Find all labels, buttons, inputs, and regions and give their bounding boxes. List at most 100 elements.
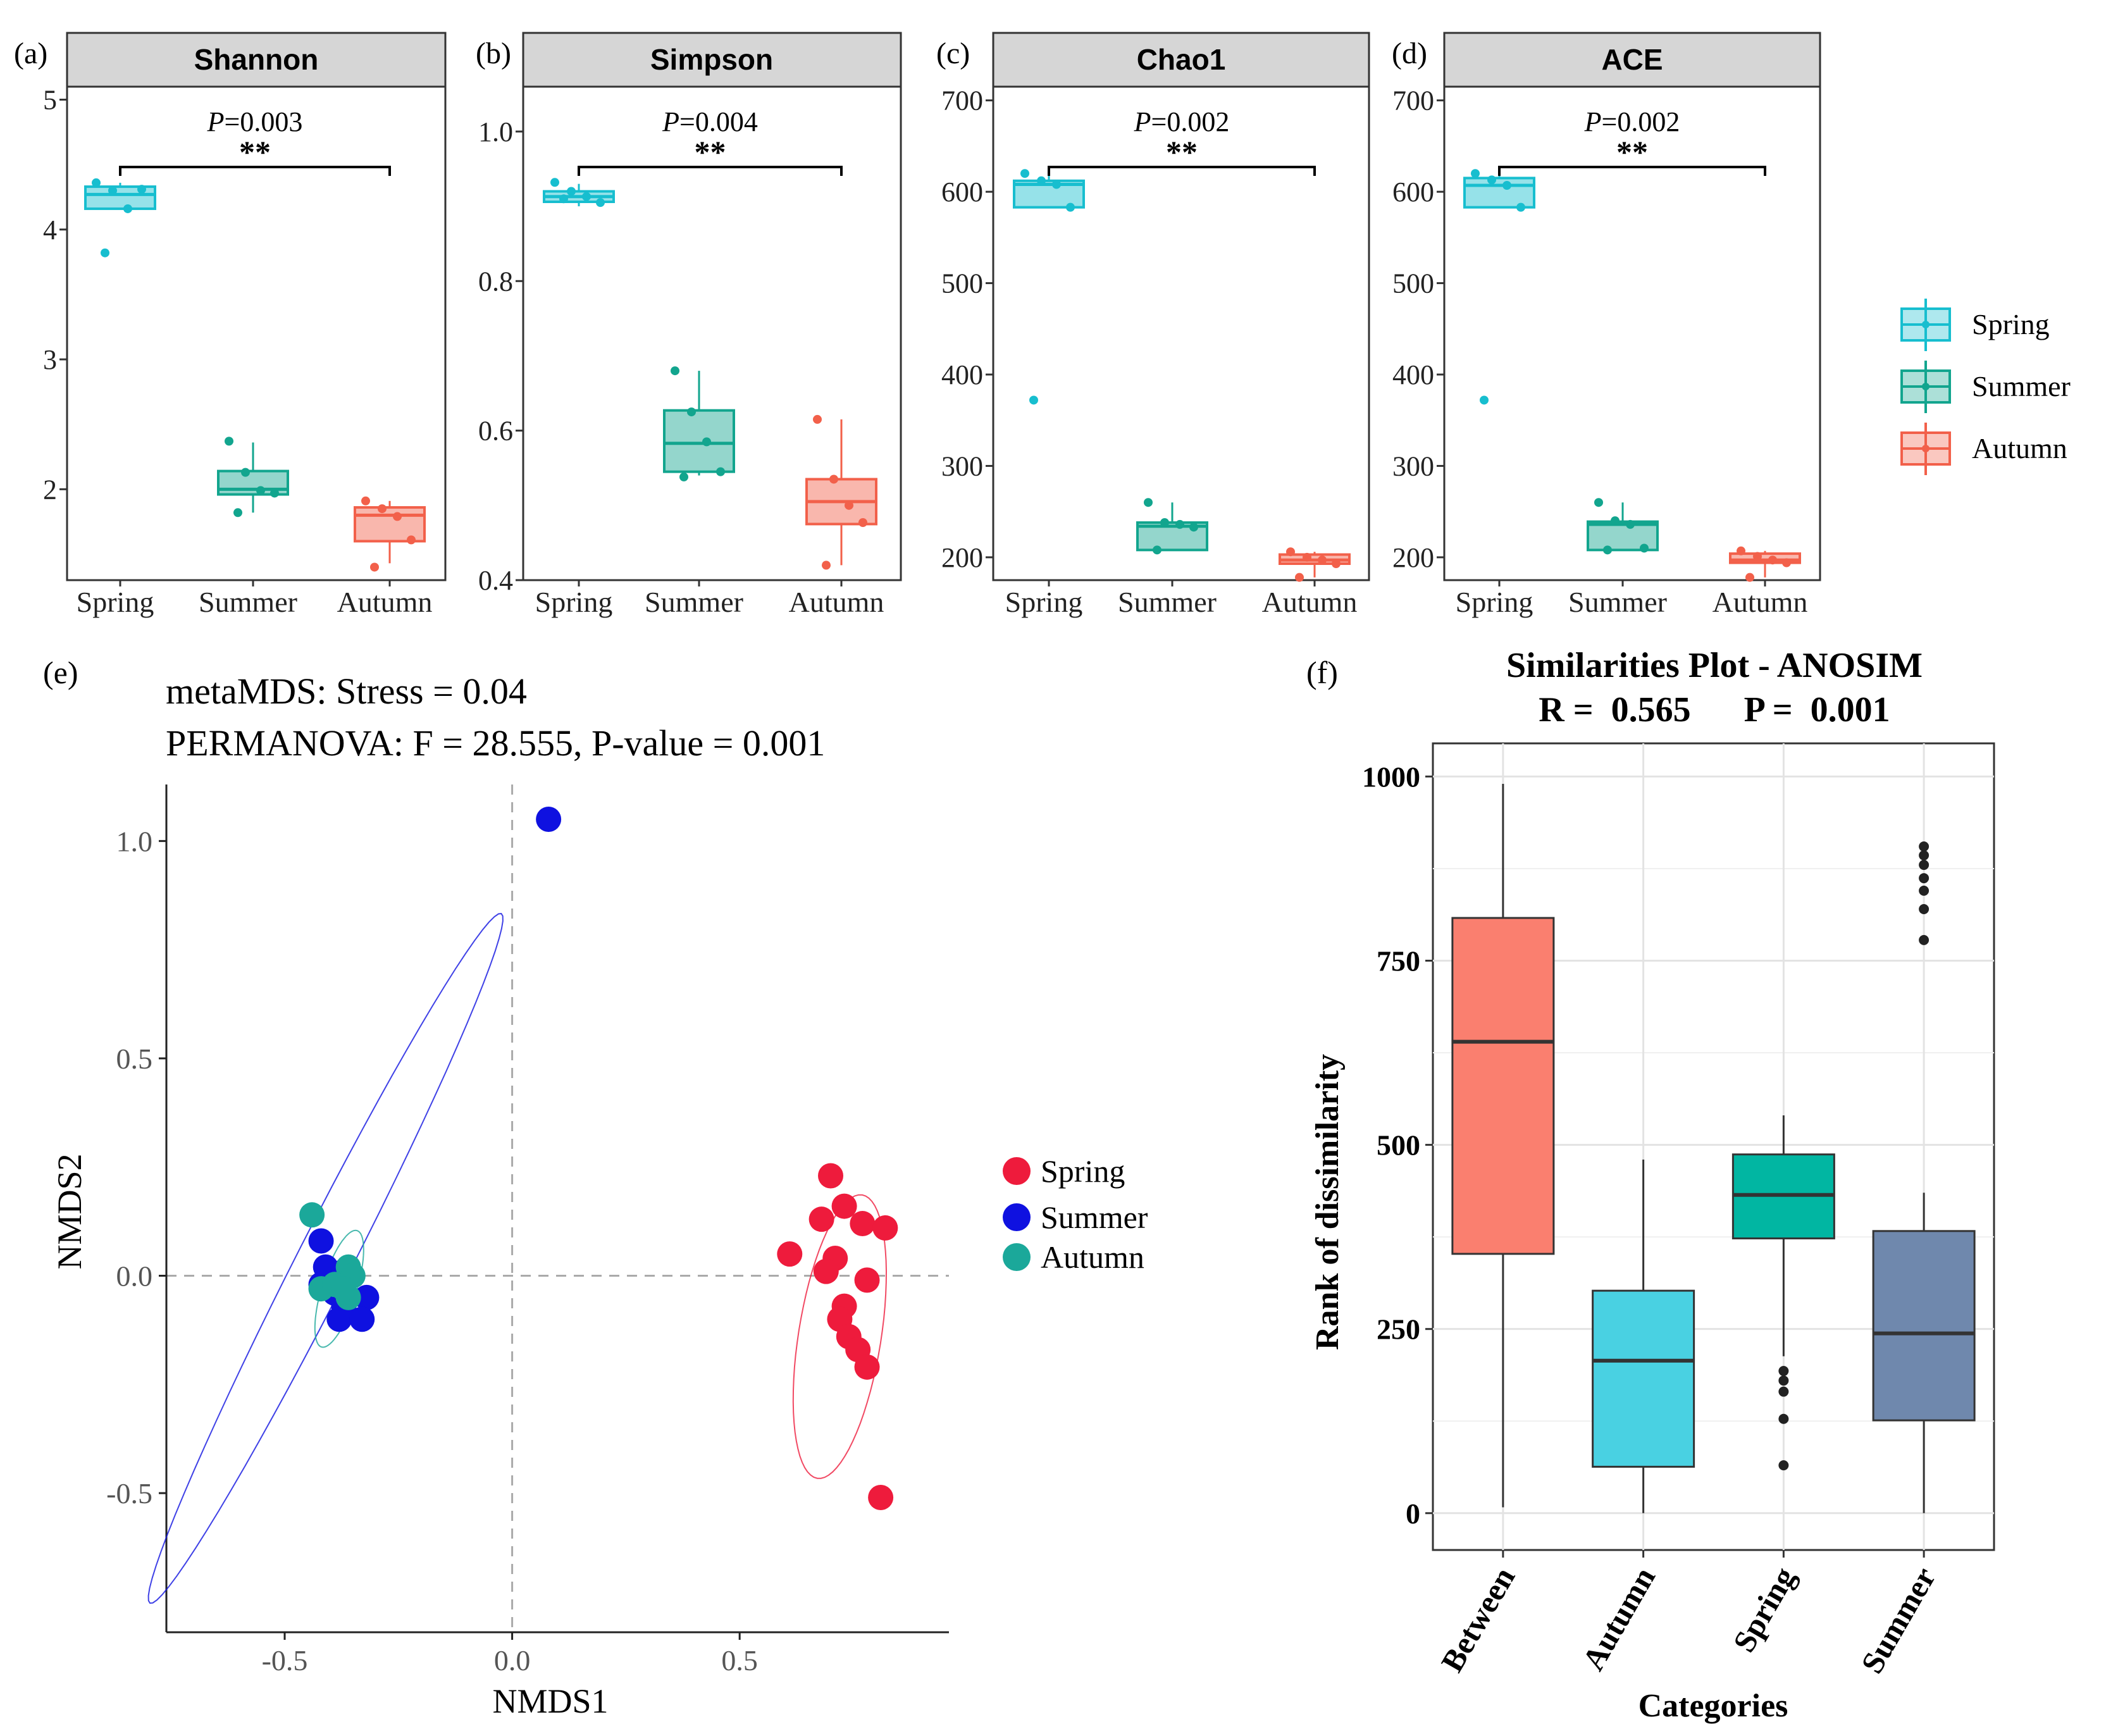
point-summer [354,1284,380,1310]
p-value-label: P=0.003 [207,106,303,137]
point-spring [850,1211,876,1237]
panel-e: (e) metaMDS: Stress = 0.04 PERMANOVA: F … [43,655,949,1720]
y-tick-label: 0.6 [478,416,513,447]
legend-top: Spring Summer Autumn [1900,299,2071,475]
ellipse-summer [147,913,504,1604]
point-spring [854,1267,880,1293]
significance-bracket [119,166,391,176]
data-point [845,500,853,510]
data-point [241,468,250,477]
x-tick-label: Summer [1568,586,1667,618]
panel-b: (b) Simpson 0.4 0.6 0.8 1.0 Spring Summer Autu… [476,32,902,618]
data-point [370,562,379,572]
legend-nmds-key-summer [1003,1203,1031,1231]
legend-nmds-key-autumn [1003,1243,1031,1271]
y-tick-label: 0.4 [478,565,513,596]
point-autumn [331,1276,357,1302]
outlier-point [1919,873,1929,884]
data-point [1516,202,1525,212]
data-point [407,535,416,545]
x-tick-label: Spring [1726,1561,1802,1658]
legend-nmds: Spring Summer Autumn [1003,1153,1148,1275]
point-spring [818,1163,844,1189]
panel-label-c: (c) [936,37,970,70]
box-layer-a: 2 3 4 5 Spring Summer Autumn P=0.003** [43,85,432,618]
outlier-point [1778,1386,1789,1397]
data-point [1052,180,1061,189]
data-point [1502,181,1511,190]
data-point [716,467,725,476]
y-tick-label: 500 [941,268,983,299]
panel-f: (f) Similarities Plot - ANOSIM R = 0.565… [1306,646,1995,1724]
box-autumn [354,506,426,543]
y-tick-label: 200 [1392,542,1434,573]
data-point [233,508,242,518]
box-summer [1587,520,1659,552]
point-spring [854,1354,880,1380]
strip-title-a: Shannon [194,43,319,76]
strip-c [992,32,1370,88]
y-tick-label: 500 [1392,268,1434,299]
data-point [559,194,568,204]
significance-bracket [1048,166,1316,176]
y-tick-label: 600 [941,177,983,208]
legend-nmds-label-autumn: Autumn [1041,1239,1144,1275]
point-spring [813,1258,839,1284]
data-point [702,437,711,447]
box-between [1451,917,1555,1255]
data-point [225,437,233,446]
x-tick-label: Between [1434,1561,1522,1677]
p-value-label: P=0.002 [1584,106,1680,137]
box-autumn [1592,1289,1695,1468]
panel-label-e: (e) [43,655,78,690]
y-tick-label: 400 [941,359,983,390]
data-point [1332,559,1341,568]
legend-top-label-autumn: Autumn [1972,432,2067,464]
legend-top-label-spring: Spring [1972,308,2050,340]
y-tick-label: 700 [1392,85,1434,116]
strip-title-b: Simpson [650,43,773,76]
anosim-title: Similarities Plot - ANOSIM [1506,646,1923,685]
strip-d [1443,32,1821,88]
y-tick-label: 300 [941,450,983,481]
y-tick-label: 0.8 [478,266,513,297]
x-tick-label: Summer [1118,586,1217,618]
x-tick-label: Spring [77,586,154,618]
data-point [378,504,387,514]
y-tick-label: 700 [941,85,983,116]
data-point [1594,498,1603,507]
anosim-layer: 0 250 500 750 1000 Between Autumn Spring Summer [1362,742,1995,1679]
data-point [101,248,109,257]
data-point [822,561,831,570]
data-point [123,204,132,213]
y-tick-label: 500 [1377,1129,1420,1162]
data-point [1753,552,1762,561]
outlier-point [1919,903,1929,914]
significance-bracket [578,166,843,176]
scatter-layer-e: -0.5 0.0 0.5 1.0 -0.5 0.0 0.5 [106,784,949,1677]
x-tick-label: Spring [1005,586,1083,618]
box-layer-d: 200 300 400 500 600 700 Spring Summer Autumn P=0.… [1392,85,1807,618]
anosim-y-axis-title: Rank of dissimilarity [1310,1054,1346,1350]
data-point [361,496,370,505]
y-tick-label: 200 [941,542,983,573]
data-point [1160,518,1169,527]
x-tick-label: Summer [645,586,743,618]
point-summer [349,1306,375,1332]
y-tick-label: 300 [1392,450,1434,481]
significance-stars: ** [1166,134,1198,170]
p-value-label: P=0.002 [1134,106,1230,137]
data-point [108,186,117,195]
box-layer-b: 0.4 0.6 0.8 1.0 Spring Summer Autumn P=0.004** [478,106,884,618]
point-summer [536,806,562,832]
outlier-point [1778,1413,1789,1424]
point-autumn [299,1202,325,1228]
x-tick-label: Autumn [1713,586,1808,618]
x-tick-label: Autumn [1575,1561,1663,1676]
panel-label-a: (a) [14,37,47,70]
x-tick-label: Autumn [1262,586,1358,618]
data-point [1153,545,1161,555]
x-tick-label: 0.5 [721,1644,758,1677]
y-tick-label: 5 [43,85,57,116]
legend-top-key-spring [1900,299,1951,351]
